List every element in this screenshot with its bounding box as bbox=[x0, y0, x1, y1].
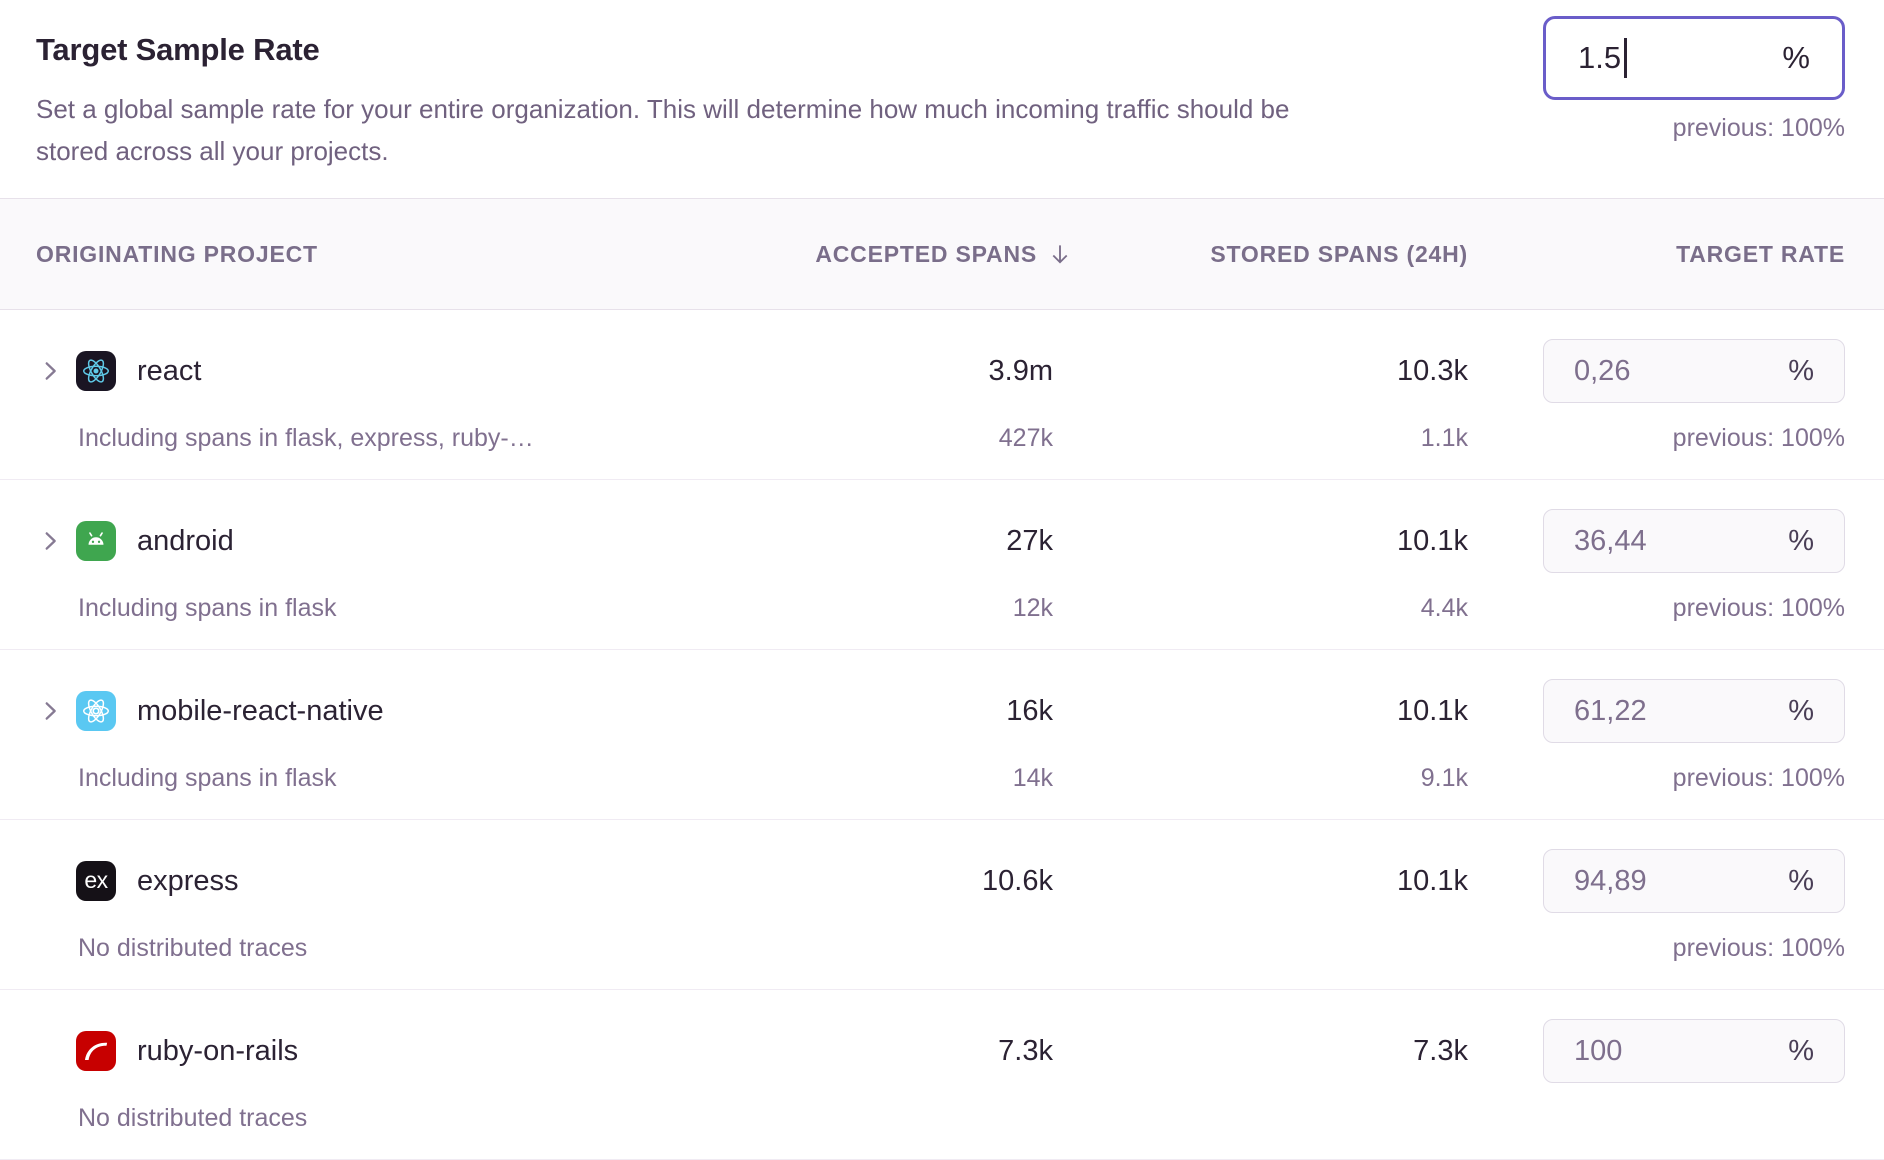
target-rate-input[interactable]: 0,26 % bbox=[1543, 339, 1845, 403]
global-rate-value: 1.5 bbox=[1578, 40, 1622, 75]
column-accepted-spans-label: ACCEPTED SPANS bbox=[815, 240, 1037, 267]
target-sample-rate-section: Target Sample Rate Set a global sample r… bbox=[0, 0, 1884, 198]
table-row-mobile-react-native: mobile-react-native 16k 10.1k 61,22 % In… bbox=[0, 650, 1884, 820]
sub-stored-value bbox=[1073, 932, 1543, 964]
target-rate-cell: 61,22 % bbox=[1543, 679, 1884, 743]
target-rate-value: 0,26 bbox=[1574, 354, 1631, 387]
express-icon: ex bbox=[76, 861, 116, 901]
sub-row-label: Including spans in flask bbox=[78, 763, 337, 792]
percent-suffix: % bbox=[1788, 354, 1814, 387]
expand-chevron-icon[interactable] bbox=[36, 527, 64, 555]
previous-rate-label: previous: 100% bbox=[1672, 763, 1845, 792]
previous-rate-label: previous: 100% bbox=[1672, 114, 1845, 142]
global-rate-value-wrap: 1.5 bbox=[1578, 38, 1628, 78]
sub-row-label: No distributed traces bbox=[78, 933, 308, 962]
project-cell: android bbox=[0, 512, 640, 570]
expand-chevron-icon[interactable] bbox=[36, 357, 64, 385]
accepted-spans-value: 7.3k bbox=[998, 1034, 1053, 1067]
table-row-android: android 27k 10.1k 36,44 % Including span… bbox=[0, 480, 1884, 650]
chevron-spacer bbox=[36, 867, 64, 895]
stored-spans-value: 10.1k bbox=[1397, 864, 1468, 897]
stored-spans-value: 10.1k bbox=[1397, 524, 1468, 557]
target-rate-input[interactable]: 61,22 % bbox=[1543, 679, 1845, 743]
project-cell: ruby-on-rails bbox=[0, 1022, 640, 1080]
project-cell: react bbox=[0, 342, 640, 400]
project-name: mobile-react-native bbox=[137, 694, 384, 727]
accepted-spans-value: 27k bbox=[1006, 524, 1053, 557]
project-cell: mobile-react-native bbox=[0, 682, 640, 740]
table-header: ORIGINATING PROJECT ACCEPTED SPANS STORE… bbox=[0, 198, 1884, 310]
target-rate-input[interactable]: 36,44 % bbox=[1543, 509, 1845, 573]
target-rate-cell: 36,44 % bbox=[1543, 509, 1884, 573]
column-originating-project: ORIGINATING PROJECT bbox=[36, 240, 318, 267]
sub-accepted-value bbox=[640, 1102, 1073, 1134]
target-rate-cell: 0,26 % bbox=[1543, 339, 1884, 403]
target-rate-cell: 94,89 % bbox=[1543, 849, 1884, 913]
column-accepted-spans[interactable]: ACCEPTED SPANS bbox=[640, 241, 1073, 268]
previous-rate-label: previous: 100% bbox=[1672, 593, 1845, 622]
percent-suffix: % bbox=[1788, 1034, 1814, 1067]
column-stored-spans: STORED SPANS (24H) bbox=[1210, 240, 1468, 267]
accepted-spans-value: 3.9m bbox=[988, 354, 1053, 387]
page-title: Target Sample Rate bbox=[36, 32, 320, 67]
percent-suffix: % bbox=[1788, 524, 1814, 557]
percent-suffix: % bbox=[1788, 694, 1814, 727]
global-sample-rate-input[interactable]: 1.5 % bbox=[1543, 16, 1845, 100]
text-cursor bbox=[1624, 38, 1628, 78]
sub-accepted-value bbox=[640, 932, 1073, 964]
stored-spans-value: 7.3k bbox=[1413, 1034, 1468, 1067]
target-rate-value: 61,22 bbox=[1574, 694, 1647, 727]
target-rate-value: 100 bbox=[1574, 1034, 1623, 1067]
accepted-spans-value: 16k bbox=[1006, 694, 1053, 727]
sub-row-label: No distributed traces bbox=[78, 1103, 308, 1132]
project-name: express bbox=[137, 864, 239, 897]
stored-spans-value: 10.3k bbox=[1397, 354, 1468, 387]
table-row-react: react 3.9m 10.3k 0,26 % Including spans … bbox=[0, 310, 1884, 480]
react-native-icon bbox=[76, 691, 116, 731]
expand-chevron-icon[interactable] bbox=[36, 697, 64, 725]
sub-stored-value bbox=[1073, 1102, 1543, 1134]
sub-stored-value: 1.1k bbox=[1420, 423, 1468, 452]
target-rate-input[interactable]: 100 % bbox=[1543, 1019, 1845, 1083]
target-rate-cell: 100 % bbox=[1543, 1019, 1884, 1083]
rails-icon bbox=[76, 1031, 116, 1071]
sub-accepted-value: 427k bbox=[998, 423, 1053, 452]
chevron-spacer bbox=[36, 1037, 64, 1065]
react-icon bbox=[76, 351, 116, 391]
project-name: react bbox=[137, 354, 202, 387]
target-rate-input[interactable]: 94,89 % bbox=[1543, 849, 1845, 913]
column-target-rate: TARGET RATE bbox=[1676, 240, 1845, 267]
previous-rate-label bbox=[1543, 1102, 1884, 1134]
global-rate-controls: 1.5 % previous: 100% bbox=[1543, 16, 1845, 198]
target-rate-value: 36,44 bbox=[1574, 524, 1647, 557]
sub-accepted-value: 12k bbox=[1012, 593, 1053, 622]
sort-descending-icon bbox=[1047, 241, 1073, 267]
sub-row-label: Including spans in flask, express, ruby-… bbox=[78, 423, 534, 452]
sub-row-label: Including spans in flask bbox=[78, 593, 337, 622]
section-text: Target Sample Rate Set a global sample r… bbox=[36, 16, 1316, 198]
page-description: Set a global sample rate for your entire… bbox=[36, 94, 1290, 166]
percent-suffix: % bbox=[1788, 864, 1814, 897]
previous-rate-label: previous: 100% bbox=[1672, 423, 1845, 452]
accepted-spans-value: 10.6k bbox=[982, 864, 1053, 897]
project-cell: ex express bbox=[0, 852, 640, 910]
table-row-express: ex express 10.6k 10.1k 94,89 % No distri… bbox=[0, 820, 1884, 990]
target-rate-value: 94,89 bbox=[1574, 864, 1647, 897]
android-icon bbox=[76, 521, 116, 561]
previous-rate-label: previous: 100% bbox=[1672, 933, 1845, 962]
sub-accepted-value: 14k bbox=[1012, 763, 1053, 792]
project-name: ruby-on-rails bbox=[137, 1034, 299, 1067]
table-row-ruby-on-rails: ruby-on-rails 7.3k 7.3k 100 % No distrib… bbox=[0, 990, 1884, 1160]
sub-stored-value: 4.4k bbox=[1420, 593, 1468, 622]
stored-spans-value: 10.1k bbox=[1397, 694, 1468, 727]
project-name: android bbox=[137, 524, 234, 557]
sub-stored-value: 9.1k bbox=[1420, 763, 1468, 792]
percent-suffix: % bbox=[1782, 40, 1810, 75]
